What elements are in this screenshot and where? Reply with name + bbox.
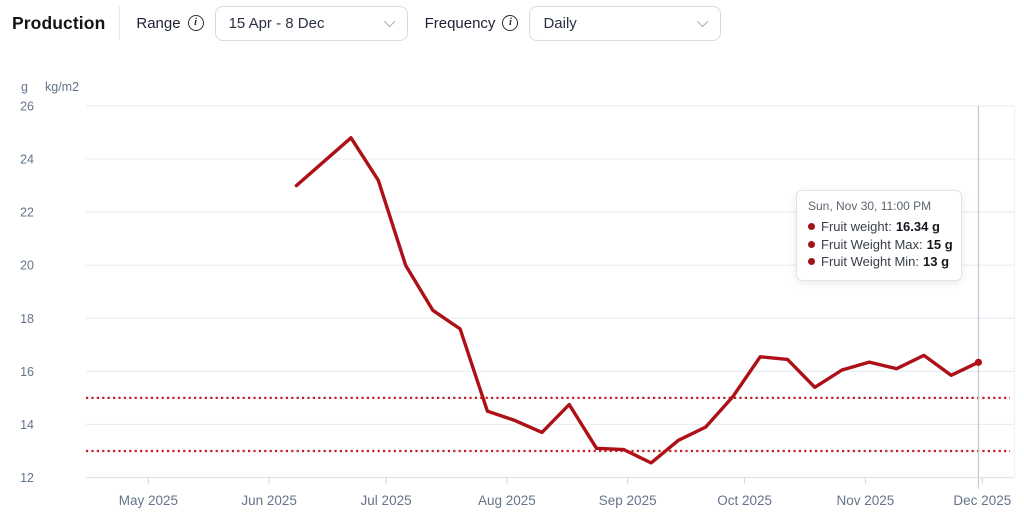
x-tick-label: May 2025 [119,493,178,508]
fruit-weight-line [294,136,981,465]
frequency-select-value: Daily [543,14,577,32]
x-tick-label: Oct 2025 [717,493,772,508]
x-tick-label: Jul 2025 [361,493,412,508]
hovered-point-marker [974,358,983,366]
y-tick-label: 12 [20,471,34,485]
x-tick-label: Nov 2025 [837,493,895,508]
page-title: Production [12,12,106,33]
y-tick-label: 16 [20,365,34,379]
x-tick-label: Sep 2025 [599,493,657,508]
tooltip-row-fruit-weight: Fruit weight: 16.34 g [808,218,950,236]
x-tick-label: Jun 2025 [241,493,297,508]
range-select-value: 15 Apr - 8 Dec [228,14,325,32]
x-tick-label: Aug 2025 [478,493,536,508]
frequency-select[interactable]: Daily [529,5,722,41]
y-axis-unit-g: g [21,80,28,94]
tooltip-row-fruit-weight-max: Fruit Weight Max: 15 g [808,236,953,254]
frequency-info-icon[interactable]: i [502,15,519,31]
series-bullet-icon [808,258,815,266]
series-bullet-icon [808,240,815,248]
range-label: Range [136,14,181,32]
y-tick-label: 20 [20,259,34,273]
y-tick-label: 22 [20,206,34,220]
y-tick-label: 14 [20,418,34,432]
tooltip-date: Sun, Nov 30, 11:00 PM [808,199,932,213]
range-select[interactable]: 15 Apr - 8 Dec [214,5,408,41]
chevron-down-icon [697,15,709,28]
y-tick-label: 24 [20,153,34,167]
chevron-down-icon [383,15,395,28]
toolbar: Production Range i 15 Apr - 8 Dec Freque… [0,0,1024,46]
y-axis-unit-kgm2: kg/m2 [45,80,79,94]
chart-tooltip: Sun, Nov 30, 11:00 PM Fruit weight: 16.3… [796,190,962,281]
vertical-divider [119,6,121,40]
tooltip-row-fruit-weight-min: Fruit Weight Min: 13 g [808,253,950,271]
x-tick-label: Dec 2025 [953,493,1011,508]
range-info-icon[interactable]: i [187,15,204,31]
frequency-label: Frequency [424,14,496,32]
y-tick-label: 26 [20,99,34,113]
series-bullet-icon [808,223,815,231]
y-tick-label: 18 [20,312,34,326]
